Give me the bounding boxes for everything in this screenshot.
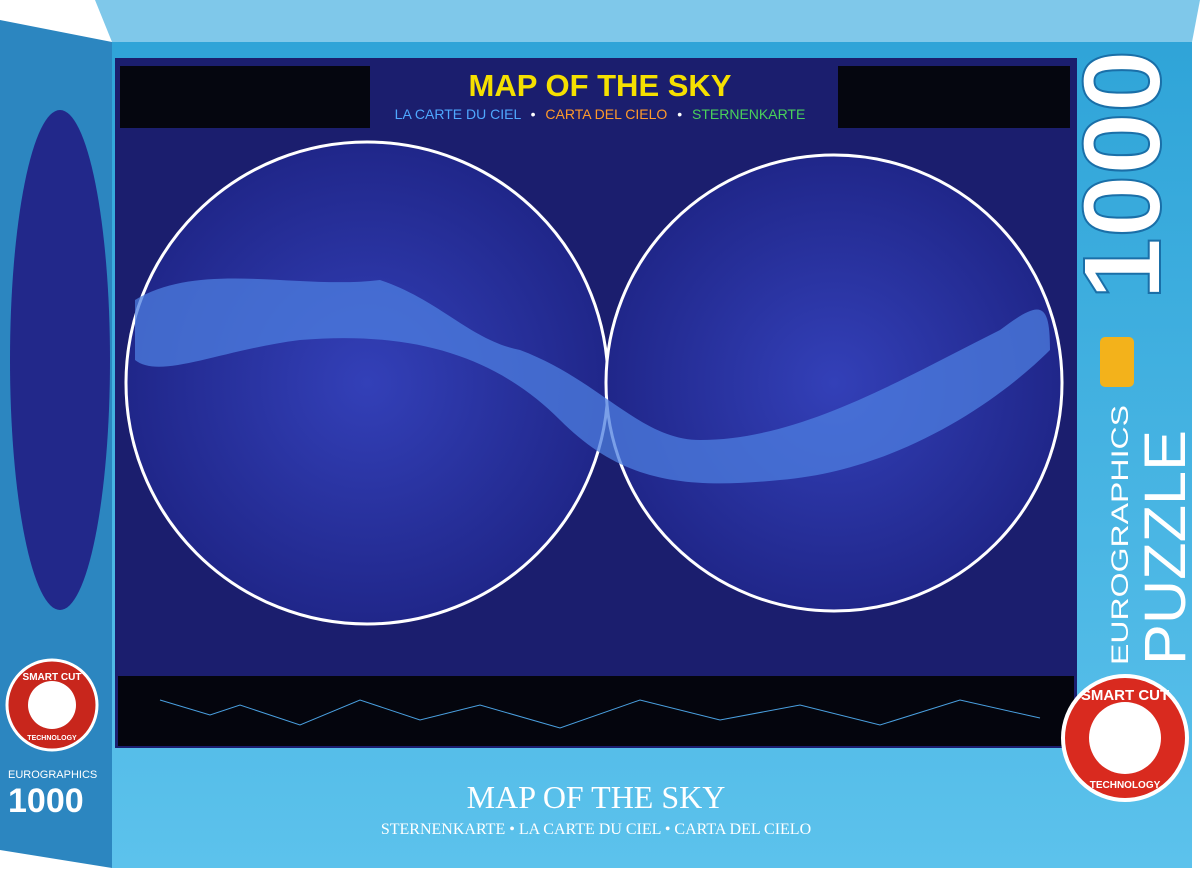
poster-title: MAP OF THE SKY [469, 68, 732, 103]
footer-title: MAP OF THE SKY [467, 779, 726, 815]
poster-subtitles: LA CARTE DU CIEL • CARTA DEL CIELO • STE… [395, 106, 806, 122]
brand: EUROGRAPHICS [1107, 405, 1134, 665]
constellation-panel [120, 66, 370, 128]
piece-count: 1000 [1061, 50, 1184, 300]
footer-subtitle: STERNENKARTE • LA CARTE DU CIEL • CARTA … [381, 821, 811, 838]
southern-hemisphere [604, 153, 1064, 613]
badge-center [1089, 702, 1161, 774]
subtitle: STERNENKARTE [692, 106, 805, 122]
subtitle: CARTA DEL CIELO [545, 106, 667, 122]
puzzle-piece-icon [1100, 337, 1134, 387]
box-top [95, 0, 1200, 42]
milky-way [135, 278, 1050, 484]
side-poster [10, 110, 110, 610]
badge-bottom: TECHNOLOGY [1090, 780, 1161, 791]
badge-top: SMART CUT [23, 672, 82, 683]
product-name: PUZZLE [1133, 430, 1198, 665]
badge-center [28, 681, 76, 729]
badge-bottom: TECHNOLOGY [27, 735, 77, 742]
badge-top: SMART CUT [1081, 687, 1169, 704]
separator: • [531, 106, 536, 122]
zodiac-lines [159, 699, 1041, 729]
side-pieces: 1000 [8, 782, 84, 820]
subtitle: LA CARTE DU CIEL [395, 106, 522, 122]
separator: • [677, 106, 682, 122]
constellation-panel [838, 66, 1070, 128]
side-brand: EUROGRAPHICS [8, 769, 97, 781]
zodiac-strip [118, 676, 1074, 746]
